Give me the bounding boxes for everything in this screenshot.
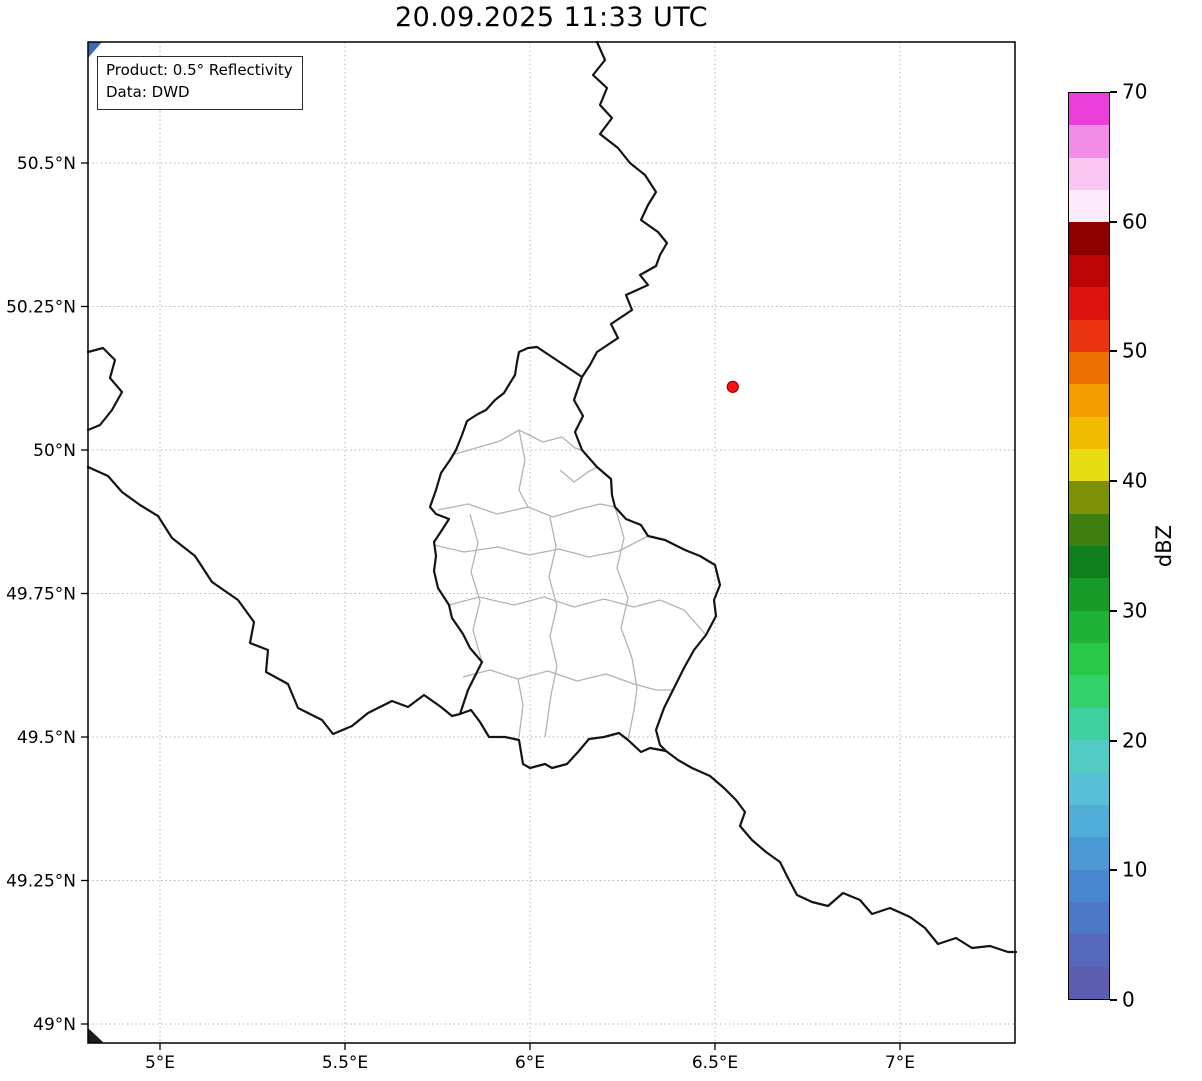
map-corner-artifact bbox=[88, 1028, 104, 1043]
axis-labels-layer: 5°E 5.5°E 6°E 6.5°E 7°E 50.5°N 50.25°N 50°N 49.7… bbox=[6, 154, 915, 1073]
canton-line bbox=[448, 596, 707, 636]
colorbar-segment bbox=[1069, 448, 1109, 482]
y-tick-label: 50°N bbox=[33, 441, 76, 461]
radar-site-marker bbox=[726, 380, 739, 393]
colorbar-segment bbox=[1069, 190, 1109, 223]
colorbar-segment bbox=[1069, 125, 1109, 158]
canton-line bbox=[559, 466, 598, 483]
y-tick-label: 50.25°N bbox=[6, 298, 76, 318]
y-tick-label: 49.5°N bbox=[17, 728, 76, 748]
figure-title: 20.09.2025 11:33 UTC bbox=[394, 2, 709, 33]
y-tick-label: 49°N bbox=[33, 1015, 76, 1035]
x-tick-label: 6°E bbox=[515, 1053, 545, 1073]
x-tick-label: 7°E bbox=[885, 1053, 915, 1073]
colorbar-segment bbox=[1069, 610, 1109, 644]
y-tick-label: 50.5°N bbox=[17, 154, 76, 174]
colorbar-segment bbox=[1069, 901, 1109, 935]
colorbar-segment bbox=[1069, 869, 1109, 902]
colorbar-segment bbox=[1069, 643, 1109, 676]
colorbar-tick-mark bbox=[1110, 739, 1117, 742]
colorbar-tick-label: 30 bbox=[1122, 598, 1148, 623]
colorbar-segment bbox=[1069, 254, 1109, 288]
x-tick-label: 6.5°E bbox=[692, 1053, 738, 1073]
canton-line bbox=[437, 503, 616, 518]
colorbar-tick-mark bbox=[1110, 350, 1117, 353]
gridlines-layer bbox=[88, 42, 1015, 1043]
product-label: Product: 0.5° Reflectivity bbox=[106, 61, 293, 79]
colorbar-segment bbox=[1069, 319, 1109, 352]
colorbar-segment bbox=[1069, 837, 1109, 870]
colorbar-segment bbox=[1069, 222, 1109, 255]
colorbar bbox=[1068, 92, 1110, 1000]
radar-marker-layer bbox=[726, 380, 739, 393]
canton-line bbox=[544, 516, 558, 738]
colorbar-tick-mark bbox=[1110, 91, 1117, 93]
plot-frame bbox=[87, 41, 1016, 1044]
colorbar-segment bbox=[1069, 93, 1109, 126]
canton-line bbox=[462, 669, 673, 691]
y-tick-label: 49.25°N bbox=[6, 872, 76, 892]
border-france-germany bbox=[664, 749, 1018, 954]
colorbar-segment bbox=[1069, 384, 1109, 417]
canton-line bbox=[433, 535, 649, 558]
x-tick-label: 5.5°E bbox=[322, 1053, 368, 1073]
colorbar-segment bbox=[1069, 416, 1109, 449]
colorbar-tick-mark bbox=[1110, 220, 1117, 223]
canton-line bbox=[469, 513, 483, 663]
colorbar-segment bbox=[1069, 934, 1109, 967]
colorbar-segment bbox=[1069, 157, 1109, 191]
colorbar-tick-label: 50 bbox=[1122, 338, 1148, 363]
canton-boundaries-layer bbox=[433, 429, 707, 741]
colorbar-segment bbox=[1069, 513, 1109, 547]
y-tick-label: 49.75°N bbox=[6, 585, 76, 605]
colorbar-segment bbox=[1069, 287, 1109, 320]
colorbar-segment bbox=[1069, 351, 1109, 385]
border-france-belgium bbox=[86, 465, 462, 736]
colorbar-segment bbox=[1069, 707, 1109, 741]
colorbar-tick-mark bbox=[1110, 869, 1117, 872]
axis-ticks-layer bbox=[81, 162, 901, 1050]
colorbar-tick-mark bbox=[1110, 609, 1117, 612]
colorbar-tick-mark bbox=[1110, 999, 1117, 1001]
border-belgium-germany bbox=[580, 40, 669, 379]
canton-line bbox=[614, 506, 638, 741]
colorbar-segment bbox=[1069, 966, 1109, 1000]
colorbar-tick-label: 10 bbox=[1122, 857, 1148, 882]
colorbar-tick-mark bbox=[1110, 480, 1117, 483]
canton-line bbox=[518, 429, 529, 508]
canton-line bbox=[517, 678, 524, 738]
radar-echo-patch bbox=[88, 42, 102, 58]
colorbar-tick-label: 0 bbox=[1122, 987, 1135, 1012]
country-borders-layer bbox=[86, 40, 1018, 954]
data-source-label: Data: DWD bbox=[106, 82, 190, 101]
canton-line bbox=[451, 429, 583, 456]
colorbar-tick-label: 20 bbox=[1122, 728, 1148, 753]
colorbar-segment bbox=[1069, 481, 1109, 514]
colorbar-segment bbox=[1069, 578, 1109, 611]
colorbar-tick-label: 60 bbox=[1122, 209, 1148, 234]
border-givet-salient bbox=[86, 346, 124, 432]
colorbar-tick-label: 70 bbox=[1122, 79, 1148, 104]
x-tick-label: 5°E bbox=[145, 1053, 175, 1073]
colorbar-segment bbox=[1069, 772, 1109, 805]
colorbar-tick-label: 40 bbox=[1122, 468, 1148, 493]
colorbar-axis-label: dBZ bbox=[1152, 524, 1176, 568]
colorbar-segment bbox=[1069, 675, 1109, 708]
border-luxembourg-outline bbox=[428, 345, 722, 770]
colorbar-segment bbox=[1069, 740, 1109, 773]
colorbar-segment bbox=[1069, 804, 1109, 838]
product-info-box: Product: 0.5° Reflectivity Data: DWD bbox=[97, 56, 303, 110]
colorbar-segment bbox=[1069, 546, 1109, 579]
